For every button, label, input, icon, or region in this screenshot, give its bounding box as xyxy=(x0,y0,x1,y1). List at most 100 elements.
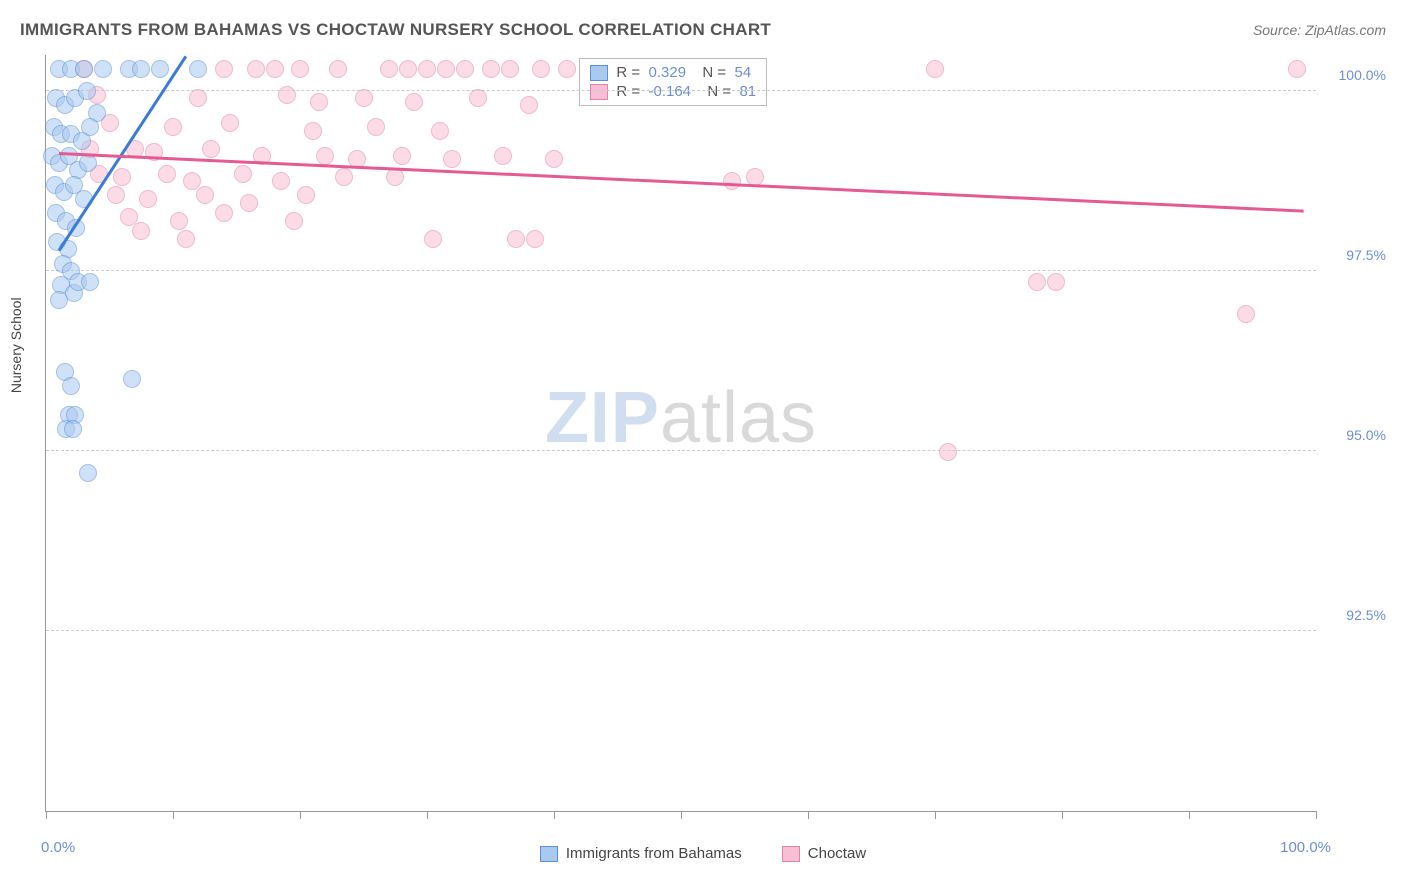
data-point xyxy=(380,60,398,78)
x-tick xyxy=(554,811,555,819)
data-point xyxy=(1028,273,1046,291)
correlation-stats-box: R = 0.329 N = 54R = -0.164 N = 81 xyxy=(579,58,767,106)
watermark-atlas: atlas xyxy=(660,378,817,458)
data-point xyxy=(431,122,449,140)
stats-row: R = -0.164 N = 81 xyxy=(590,82,756,101)
data-point xyxy=(189,89,207,107)
data-point xyxy=(520,96,538,114)
data-point xyxy=(202,140,220,158)
x-tick xyxy=(1316,811,1317,819)
x-tick xyxy=(427,811,428,819)
gridline xyxy=(46,90,1316,91)
data-point xyxy=(113,168,131,186)
legend-item: Choctaw xyxy=(782,845,866,862)
data-point xyxy=(75,60,93,78)
data-point xyxy=(355,89,373,107)
data-point xyxy=(170,212,188,230)
data-point xyxy=(304,122,322,140)
data-point xyxy=(266,60,284,78)
chart-header: IMMIGRANTS FROM BAHAMAS VS CHOCTAW NURSE… xyxy=(20,20,1386,40)
data-point xyxy=(291,60,309,78)
stat-n: N = 81 xyxy=(699,83,756,100)
data-point xyxy=(107,186,125,204)
gridline xyxy=(46,450,1316,451)
x-tick xyxy=(46,811,47,819)
data-point xyxy=(399,60,417,78)
data-point xyxy=(482,60,500,78)
data-point xyxy=(81,118,99,136)
data-point xyxy=(139,190,157,208)
data-point xyxy=(132,60,150,78)
data-point xyxy=(443,150,461,168)
data-point xyxy=(164,118,182,136)
source-value: ZipAtlas.com xyxy=(1305,22,1386,38)
data-point xyxy=(1047,273,1065,291)
stat-n: N = 54 xyxy=(694,64,751,81)
data-point xyxy=(393,147,411,165)
legend-item: Immigrants from Bahamas xyxy=(540,845,742,862)
y-tick-label: 95.0% xyxy=(1326,427,1386,443)
x-tick xyxy=(681,811,682,819)
data-point xyxy=(335,168,353,186)
data-point xyxy=(151,60,169,78)
data-point xyxy=(1288,60,1306,78)
data-point xyxy=(81,273,99,291)
legend-swatch xyxy=(540,846,558,862)
x-tick xyxy=(808,811,809,819)
legend-label: Choctaw xyxy=(808,845,866,862)
data-point xyxy=(78,82,96,100)
stat-r: R = 0.329 xyxy=(616,64,686,81)
data-point xyxy=(418,60,436,78)
data-point xyxy=(62,377,80,395)
data-point xyxy=(405,93,423,111)
data-point xyxy=(215,204,233,222)
chart-legend: Immigrants from Bahamas Choctaw xyxy=(0,845,1406,862)
data-point xyxy=(424,230,442,248)
data-point xyxy=(158,165,176,183)
y-tick-label: 92.5% xyxy=(1326,607,1386,623)
legend-swatch xyxy=(590,65,608,81)
data-point xyxy=(545,150,563,168)
gridline xyxy=(46,270,1316,271)
source-attribution: Source: ZipAtlas.com xyxy=(1253,22,1386,38)
data-point xyxy=(507,230,525,248)
data-point xyxy=(64,420,82,438)
data-point xyxy=(215,60,233,78)
data-point xyxy=(221,114,239,132)
data-point xyxy=(469,89,487,107)
scatter-plot-area: Nursery School ZIPatlas 0.0% 100.0% R = … xyxy=(45,55,1316,812)
data-point xyxy=(79,154,97,172)
data-point xyxy=(132,222,150,240)
data-point xyxy=(50,291,68,309)
data-point xyxy=(189,60,207,78)
x-tick xyxy=(1189,811,1190,819)
y-tick-label: 97.5% xyxy=(1326,247,1386,263)
data-point xyxy=(494,147,512,165)
data-point xyxy=(329,60,347,78)
data-point xyxy=(285,212,303,230)
stats-row: R = 0.329 N = 54 xyxy=(590,63,756,82)
data-point xyxy=(456,60,474,78)
watermark: ZIPatlas xyxy=(545,377,817,459)
data-point xyxy=(926,60,944,78)
data-point xyxy=(123,370,141,388)
data-point xyxy=(297,186,315,204)
y-axis-title: Nursery School xyxy=(8,297,24,393)
x-tick xyxy=(1062,811,1063,819)
data-point xyxy=(501,60,519,78)
data-point xyxy=(272,172,290,190)
gridline xyxy=(46,630,1316,631)
data-point xyxy=(278,86,296,104)
data-point xyxy=(1237,305,1255,323)
stat-r: R = -0.164 xyxy=(616,83,691,100)
data-point xyxy=(939,443,957,461)
x-tick xyxy=(935,811,936,819)
data-point xyxy=(240,194,258,212)
data-point xyxy=(94,60,112,78)
data-point xyxy=(526,230,544,248)
legend-swatch xyxy=(782,846,800,862)
chart-title: IMMIGRANTS FROM BAHAMAS VS CHOCTAW NURSE… xyxy=(20,20,771,40)
data-point xyxy=(177,230,195,248)
y-tick-label: 100.0% xyxy=(1326,67,1386,83)
data-point xyxy=(234,165,252,183)
